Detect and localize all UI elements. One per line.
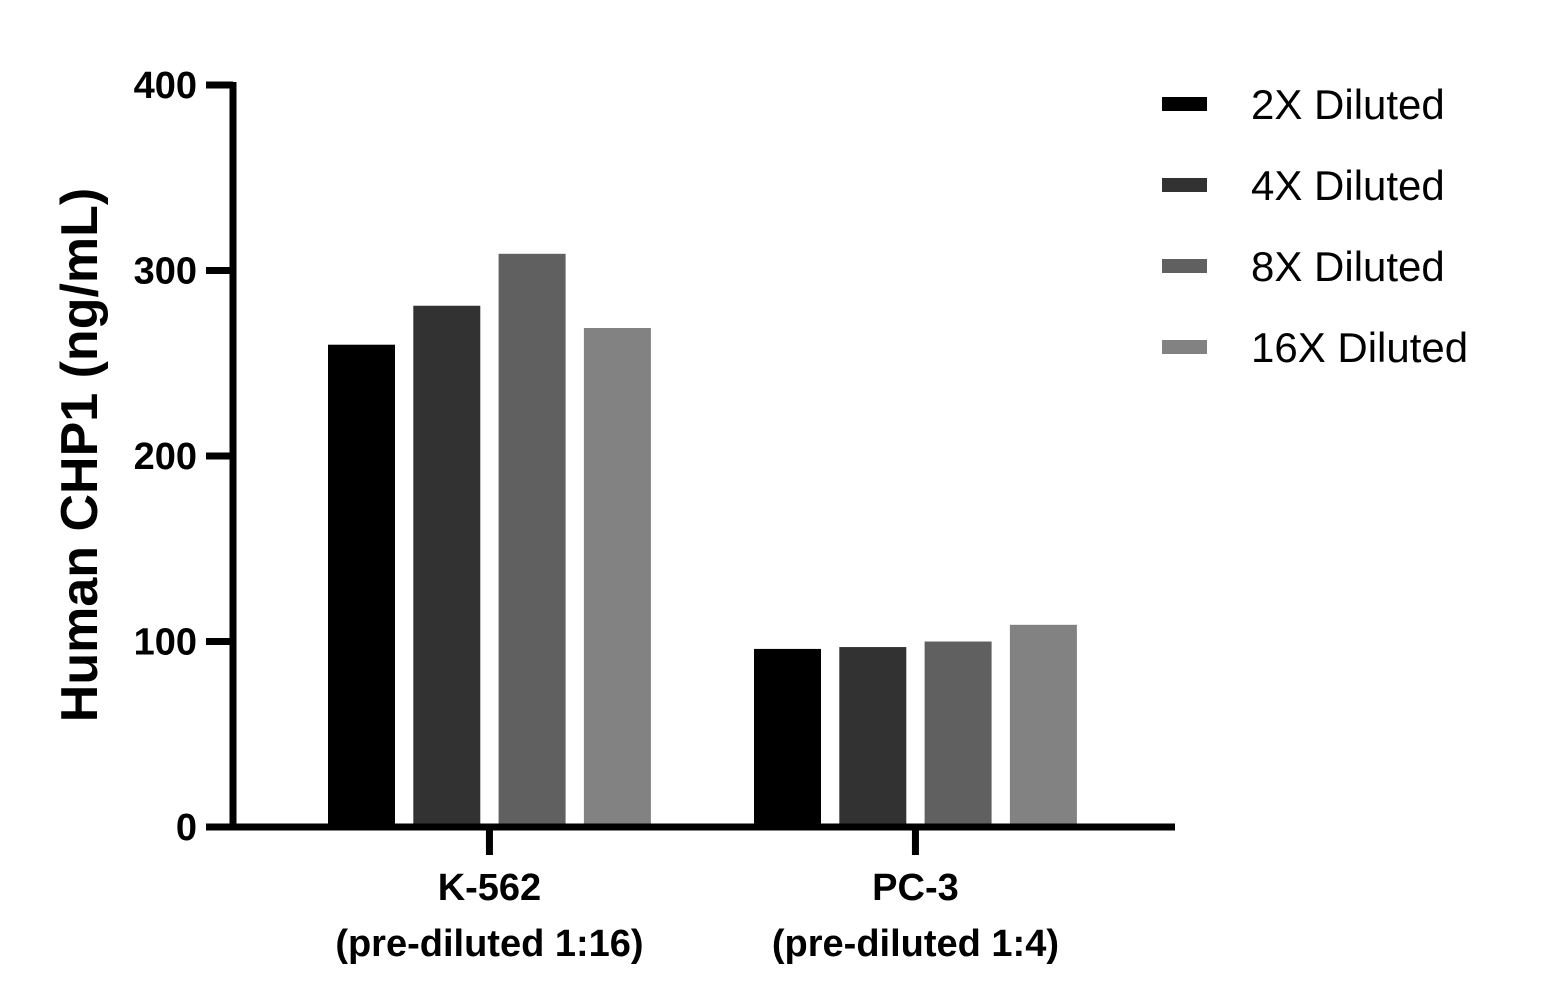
y-axis-title: Human CHP1 (ng/mL) bbox=[51, 188, 109, 722]
bar-16x-diluted-pc-3 bbox=[1009, 624, 1077, 827]
y-tick-label: 200 bbox=[134, 436, 197, 478]
legend-swatch bbox=[1162, 97, 1207, 111]
bar-2x-diluted-pc-3 bbox=[754, 648, 821, 827]
legend-swatch bbox=[1162, 259, 1207, 273]
legend-swatch bbox=[1162, 178, 1207, 192]
x-tick-label: K-562 bbox=[438, 867, 542, 909]
y-tick-label: 300 bbox=[134, 251, 197, 293]
legend-label: 8X Diluted bbox=[1251, 243, 1445, 290]
bar-8x-diluted-pc-3 bbox=[924, 641, 992, 827]
y-tick-label: 400 bbox=[134, 65, 197, 107]
legend-label: 2X Diluted bbox=[1251, 81, 1445, 128]
legend-label: 16X Diluted bbox=[1251, 324, 1468, 371]
bar-2x-diluted-k-562 bbox=[328, 344, 395, 827]
bars-group bbox=[328, 253, 1077, 827]
bar-16x-diluted-k-562 bbox=[583, 328, 651, 827]
legend-swatch bbox=[1162, 340, 1207, 354]
y-tick-label: 100 bbox=[134, 622, 197, 664]
x-tick-label: (pre-diluted 1:4) bbox=[772, 923, 1059, 965]
legend: 2X Diluted 4X Diluted 8X Diluted 16X Dilute… bbox=[1162, 81, 1468, 371]
bar-4x-diluted-pc-3 bbox=[839, 647, 907, 827]
bar-8x-diluted-k-562 bbox=[498, 253, 566, 827]
x-tick-label: (pre-diluted 1:16) bbox=[335, 923, 643, 965]
y-tick-label: 0 bbox=[176, 807, 197, 849]
y-ticks-group: 0 100 200 300 400 bbox=[134, 65, 233, 849]
x-tick-label: PC-3 bbox=[872, 867, 959, 909]
legend-label: 4X Diluted bbox=[1251, 162, 1445, 209]
bar-4x-diluted-k-562 bbox=[413, 305, 481, 827]
category-labels-group: K-562 (pre-diluted 1:16) PC-3 (pre-diluted … bbox=[335, 827, 1059, 965]
